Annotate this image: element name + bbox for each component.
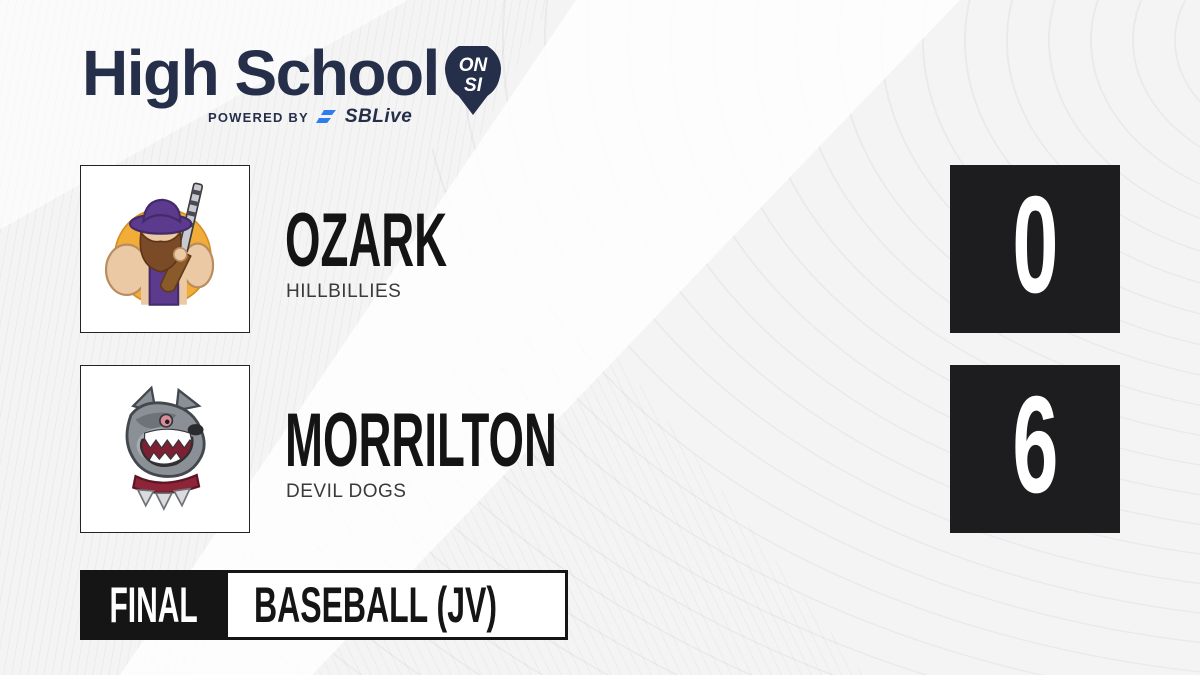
- powered-by-row: POWERED BY SBLive: [208, 106, 413, 127]
- svg-text:SI: SI: [464, 75, 483, 96]
- on-si-pin-icon: ON SI: [441, 42, 505, 116]
- event-text: BASEBALL (JV): [254, 577, 497, 633]
- sblive-icon: [315, 109, 338, 126]
- team1-score-box: 0: [950, 165, 1120, 333]
- status-text: FINAL: [109, 577, 199, 633]
- team1-name: OZARK: [285, 198, 448, 283]
- status-badge: FINAL: [80, 570, 228, 640]
- ozark-logo-box: [80, 165, 250, 333]
- team2-name: MORRILTON: [285, 398, 557, 483]
- team2-mascot: DEVIL DOGS: [286, 481, 407, 502]
- hillbilly-mascot-icon: [104, 182, 215, 306]
- team2-score: 6: [1011, 368, 1059, 522]
- bulldog-mascot-icon: [125, 385, 206, 511]
- morrilton-logo-box: [80, 365, 250, 533]
- svg-text:ON: ON: [459, 55, 489, 76]
- team2-score-box: 6: [950, 365, 1120, 533]
- team1-mascot: HILLBILLIES: [286, 281, 402, 302]
- event-label-box: BASEBALL (JV): [228, 573, 634, 637]
- brand-title: High School: [82, 37, 440, 109]
- powered-by-label: POWERED BY: [208, 109, 309, 125]
- sblive-wordmark: SBLive: [344, 106, 413, 127]
- team1-score: 0: [1011, 168, 1059, 322]
- game-status-banner: FINAL BASEBALL (JV): [80, 570, 568, 640]
